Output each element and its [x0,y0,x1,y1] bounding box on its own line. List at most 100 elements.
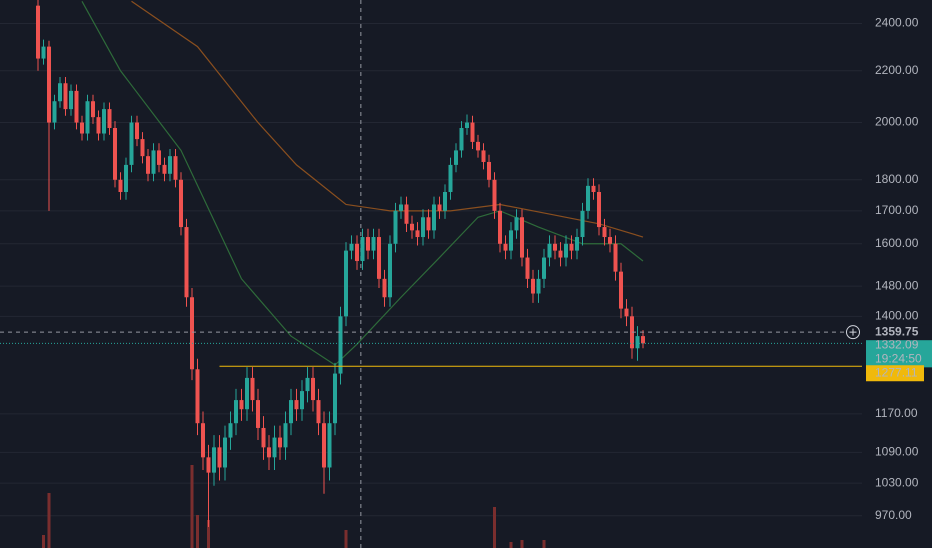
candle-body [410,223,414,231]
candle-body [586,185,590,211]
candle-body [641,336,645,344]
y-tick-label: 1700.00 [875,203,919,217]
candle-body [278,437,282,448]
candle-body [470,122,475,142]
candle-body [371,237,376,251]
candle-body [531,278,535,294]
candle-body [454,150,458,165]
candle-body [580,210,585,238]
last-price-box [866,337,932,368]
y-tick-label: 1030.00 [875,475,919,489]
candle-body [393,210,398,244]
candle-body [173,156,178,180]
candle-body [322,423,326,468]
candle-body [63,83,68,110]
candle-body [113,128,117,180]
candle-body [333,373,337,424]
candle-body [41,46,46,59]
candle-body [360,237,365,262]
candle-body [619,271,623,309]
candle-body [465,122,469,129]
candle-body [179,179,183,228]
candle-body [212,447,216,473]
countdown-label: 19:24:50 [875,352,922,366]
candle-body [316,400,321,424]
candle-body [206,457,211,473]
candle-body [525,257,530,279]
candle-body [426,217,431,231]
candle-body [399,204,403,211]
last-price-label: 1332.09 [875,338,919,352]
price-axis: 2400.00 2200.00 2000.00 1800.00 1700.00 1600.… [846,16,932,522]
candle-body [162,164,167,174]
volume-bar [493,507,496,548]
candle-body [608,237,612,244]
volume-bar [196,515,199,548]
candle-body [190,297,194,370]
candle-body [256,400,260,428]
candle-body [382,278,387,298]
volume-bar [190,465,194,548]
candle-body [102,109,106,134]
candle-body [575,237,579,251]
candle-body [124,164,128,192]
candle-body [300,391,304,410]
candle-body [294,400,299,410]
level-price-box [866,365,924,382]
y-tick-label: 1090.00 [875,444,919,458]
candle-body [327,423,332,468]
candle-body [228,423,233,438]
candle-body [283,423,288,448]
candle-body [107,109,112,129]
volume-bar [207,520,210,548]
y-tick-label: 2200.00 [875,63,919,77]
candle-body [234,400,238,424]
candle-body [503,243,508,251]
volume-bar [509,542,513,548]
candle-body [250,377,255,401]
candle-body [459,128,464,151]
candle-body [487,161,491,180]
candle-body [135,122,139,140]
volume-bar [542,540,546,548]
candle-body [509,230,513,251]
candle-body [536,278,541,294]
candle-body [146,156,150,174]
volume-bar [344,530,348,548]
y-tick-label: 1800.00 [875,172,919,186]
candle-body [118,179,123,192]
candle-body [140,139,145,157]
level-price-label: 1277.11 [875,365,918,379]
candle-body [421,217,425,238]
volume-bar [42,535,45,548]
candle-body [69,90,73,110]
candle-body [195,369,200,424]
candle-body [553,243,557,251]
candle-body [52,101,57,123]
candle-body [492,179,497,211]
candle-body [47,46,51,123]
candle-body [305,377,310,392]
add-alert-icon [849,328,857,336]
candle-body [289,400,293,424]
candle-body [338,316,343,374]
candle-body [520,217,524,258]
candle-body [547,243,552,258]
candle-body [201,423,205,458]
candle-body [481,150,486,162]
candle-body [168,156,172,174]
y-tick-label: 1170.00 [875,406,918,420]
candle-body [591,185,596,192]
candle-body [498,210,502,244]
moving-average [81,1,644,366]
candle-body [245,377,249,410]
candle-body [272,437,277,458]
candle-body [151,150,156,174]
candle-body [58,83,62,102]
y-tick-label: 2400.00 [875,16,919,30]
candle-body [443,191,447,211]
candle-body [355,243,359,262]
candle-body [366,237,370,251]
